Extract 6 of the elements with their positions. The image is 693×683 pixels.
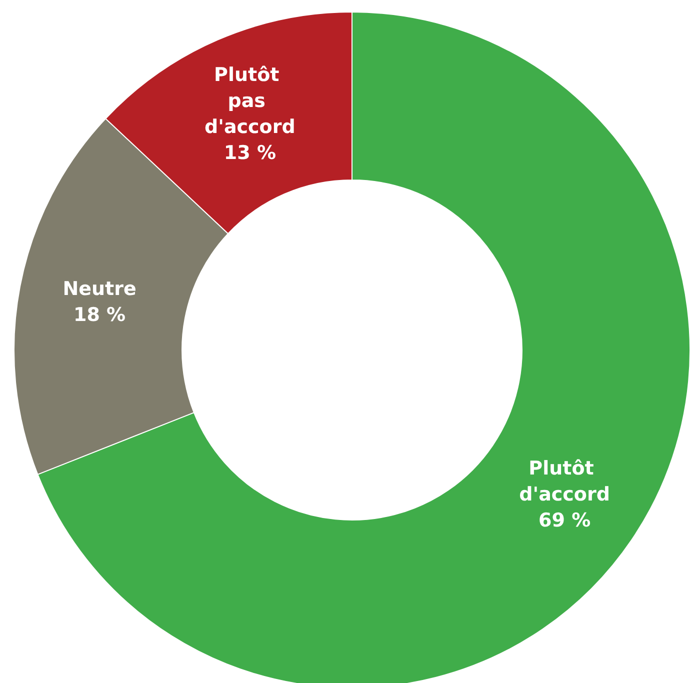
slice-label: Neutre <box>62 278 136 300</box>
slice-label: Plutôt d'accord <box>519 457 610 506</box>
slice-label: Plutôt pas d'accord <box>204 64 296 138</box>
data-label: 13 % <box>224 142 276 164</box>
data-label: 18 % <box>74 304 126 326</box>
data-label: 69 % <box>538 509 591 532</box>
